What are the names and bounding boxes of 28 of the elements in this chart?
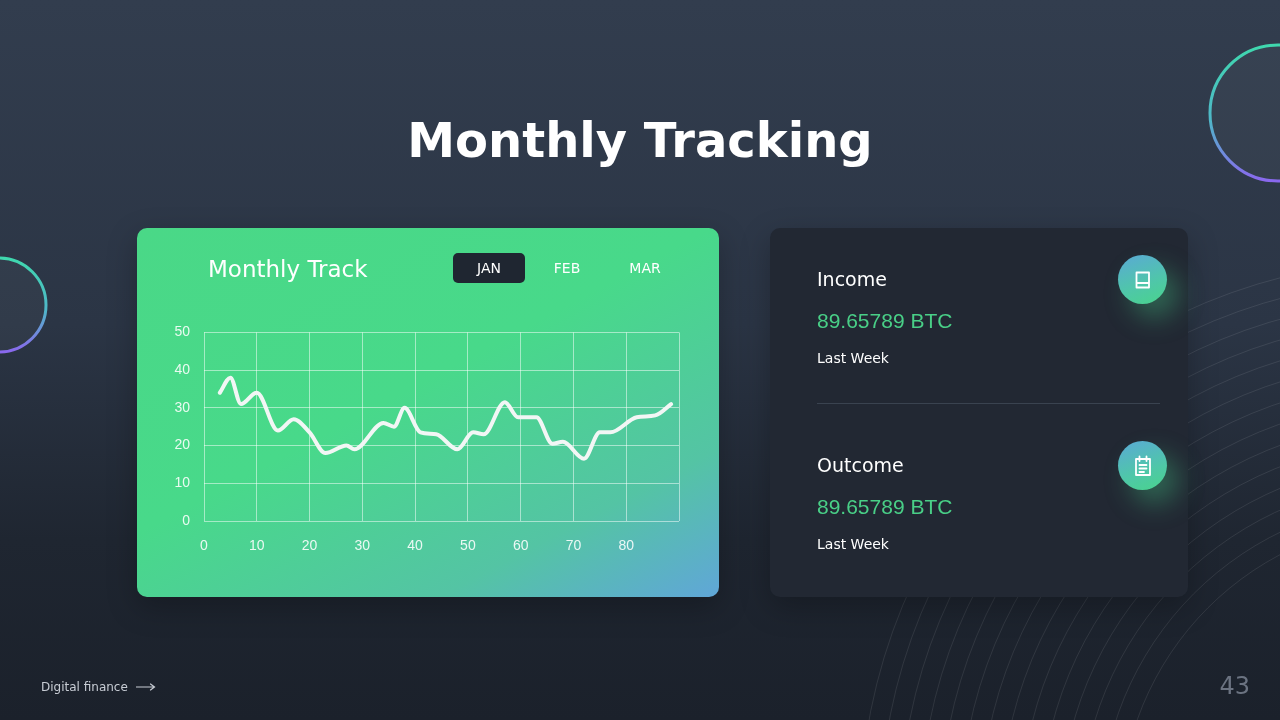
text: 43 — [1219, 671, 1250, 701]
text: Last Week — [817, 349, 889, 368]
x-tick-label: 60 — [512, 537, 529, 554]
text: FEB — [552, 259, 582, 278]
text: MAR — [628, 259, 662, 278]
x-tick-label: 50 — [460, 537, 476, 554]
x-tick-label: 30 — [354, 537, 371, 554]
y-tick-label: 20 — [174, 436, 191, 453]
text: Outcome — [817, 453, 904, 478]
x-tick-label: 80 — [618, 537, 635, 554]
x-tick-label: 20 — [301, 537, 318, 554]
x-tick-label: 10 — [248, 537, 265, 554]
y-tick-label: 0 — [182, 511, 191, 528]
text: 89.65789 BTC — [817, 308, 953, 334]
x-tick-label: 70 — [565, 537, 582, 554]
text: Income — [817, 267, 887, 292]
y-tick-label: 10 — [174, 474, 191, 491]
y-tick-label: 50 — [174, 323, 191, 340]
x-tick-label: 40 — [407, 537, 424, 554]
y-tick-label: 40 — [174, 360, 191, 377]
y-tick-label: 30 — [174, 398, 191, 415]
chart-title: Monthly Tracking — [406, 111, 874, 170]
line-series — [217, 375, 674, 461]
x-tick-label: 0 — [200, 537, 209, 554]
text: Digital finance — [41, 679, 128, 695]
text: 89.65789 BTC — [817, 494, 953, 520]
text: Last Week — [817, 535, 889, 554]
chart-subtitle: Monthly Track — [208, 255, 368, 284]
